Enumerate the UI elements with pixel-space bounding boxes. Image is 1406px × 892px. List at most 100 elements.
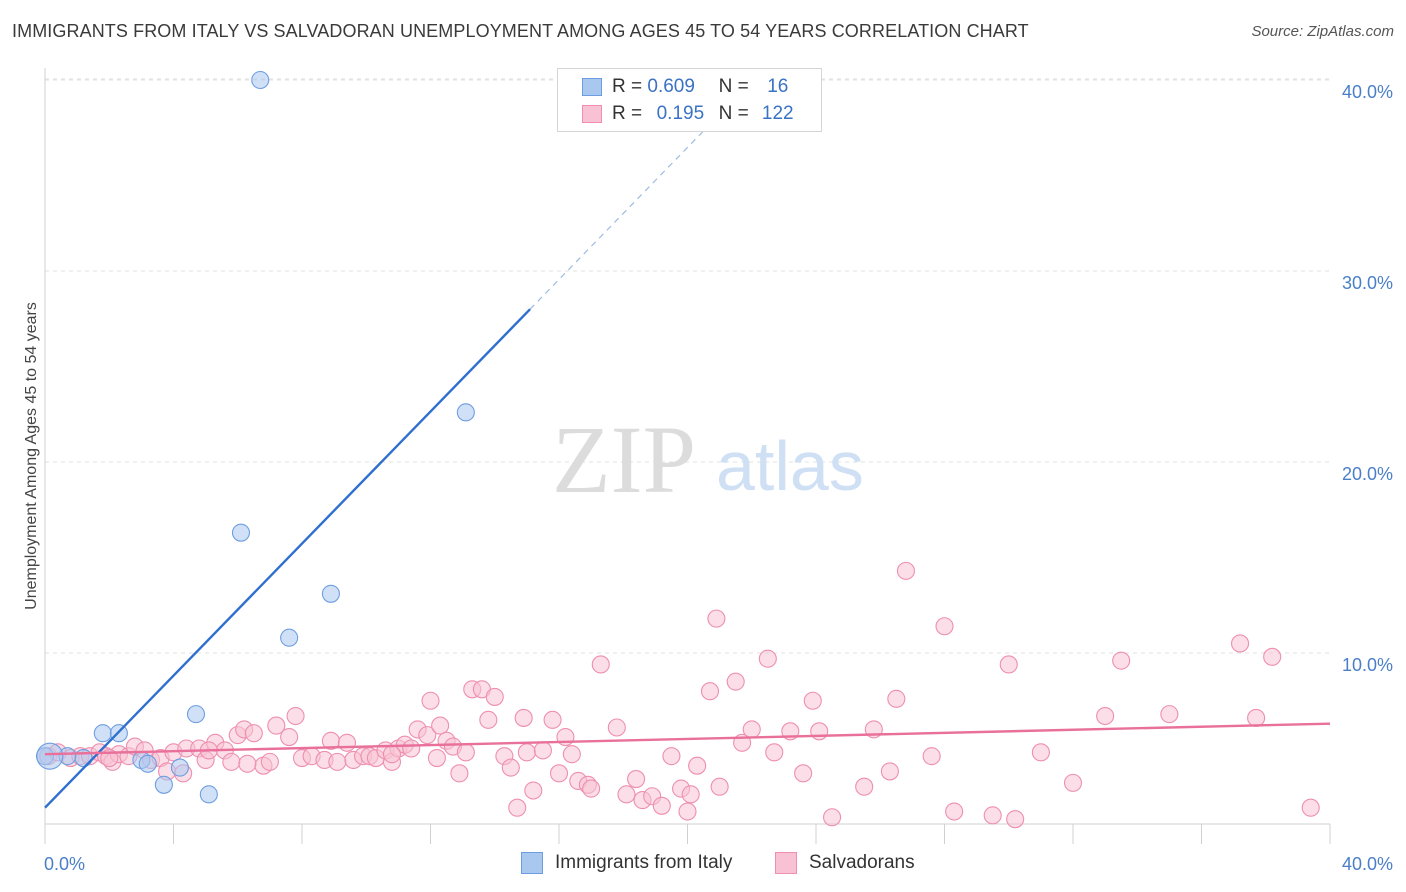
data-point [1231,634,1250,653]
data-point [321,584,340,603]
legend-n-label: N = [718,103,749,124]
legend: R = 0.609 N = 16 R = 0.195 N = 122 [557,68,822,132]
data-point [421,691,440,710]
data-point [93,724,112,743]
data-point [1263,647,1282,666]
data-point-cluster [36,742,64,770]
data-point [627,770,646,789]
data-point [710,777,729,796]
gridlines [45,78,1330,654]
bottom-legend-swatch-italy [521,852,543,874]
data-point [945,802,964,821]
legend-swatch-italy [582,78,602,96]
data-point [549,764,569,783]
data-point [508,798,527,817]
data-point [199,785,218,804]
watermark-zip: ZIP [552,406,696,513]
data-point [328,752,347,771]
data-point [337,733,357,752]
data-point [260,752,279,771]
y-tick-label: 30.0% [1342,273,1393,293]
data-point [517,743,536,762]
data-point [1006,810,1025,829]
data-point [244,724,263,743]
data-point [700,682,720,701]
data-point [1160,705,1179,724]
data-point [238,754,257,773]
bottom-legend-italy: Immigrants from Italy [521,852,732,874]
data-point [922,747,941,766]
data-point [935,617,954,636]
data-point [726,672,745,691]
legend-row-italy: R = 0.609 N = 16 [582,75,807,99]
data-point [186,705,206,724]
data-point [855,777,874,796]
legend-r-label: R = [612,76,643,97]
data-point [170,758,189,777]
data-point [485,687,504,706]
trend-line-italy [44,308,531,809]
data-point [999,655,1018,674]
data-point [456,403,475,422]
watermark: ZIP atlas [552,406,864,513]
bottom-legend: Immigrants from Italy Salvadorans [0,852,1406,878]
y-tick-label: 10.0% [1342,655,1393,675]
data-point [456,743,475,762]
legend-n-value: 122 [761,103,794,124]
bottom-legend-label-salvadorans: Salvadorans [809,852,915,873]
y-tick-label: 40.0% [1342,82,1393,102]
trend-line-salvadorans [44,722,1331,756]
data-point [222,752,241,771]
data-point [688,756,707,775]
data-point [582,779,601,798]
data-point [810,722,829,741]
tick-labels: 10.0% 20.0% 30.0% 40.0% 0.0% 40.0% [44,82,1393,874]
data-point [1112,651,1131,670]
data-point [983,806,1002,825]
data-point [267,716,286,735]
y-tick-label: 20.0% [1342,464,1393,484]
data-point [514,708,533,727]
data-point [607,718,626,737]
data-point [591,655,610,674]
data-point [138,754,157,773]
data-point [1031,743,1050,762]
data-point [427,748,446,768]
data-point [1247,708,1266,727]
legend-n-value: 16 [767,76,789,97]
data-point [803,691,822,710]
data-point [742,720,761,739]
data-point [450,764,469,783]
data-point [479,710,498,729]
data-point [382,745,402,764]
watermark-atlas: atlas [716,427,864,505]
data-point [154,775,173,794]
data-point [887,689,906,708]
y-axis-label: Unemployment Among Ages 45 to 54 years [23,302,40,610]
data-point [1063,773,1083,792]
trend-lines [44,97,1331,809]
data-point [501,758,520,777]
series-italy-points [35,70,475,804]
axes [44,68,1331,844]
data-point [543,710,562,729]
trend-line-italy-extension [529,97,737,310]
data-point [251,70,270,90]
data-point [280,727,299,747]
data-point [524,781,543,800]
data-point [681,785,700,804]
data-point [652,796,671,815]
data-point [678,802,697,821]
data-point [707,609,726,628]
data-point [880,762,899,781]
legend-swatch-salvadorans [582,105,602,123]
bottom-legend-swatch-salvadorans [775,852,797,874]
data-point [231,523,251,542]
data-point [286,706,305,726]
data-point [662,747,681,766]
data-point [418,726,437,745]
bottom-legend-label-italy: Immigrants from Italy [555,852,733,873]
x-tick-label: 40.0% [1342,854,1393,874]
bottom-legend-salvadorans: Salvadorans [775,852,915,874]
